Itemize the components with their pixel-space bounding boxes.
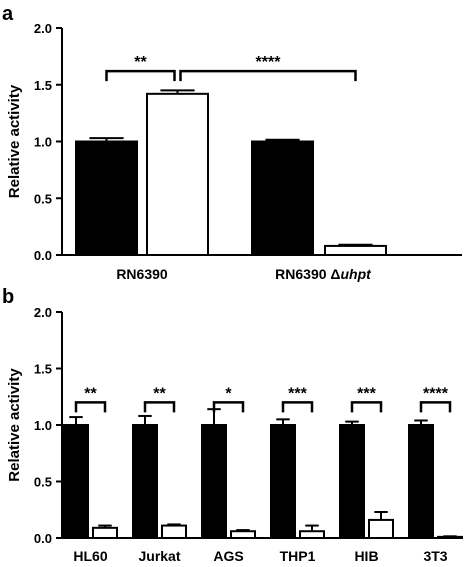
significance-bracket [419, 401, 452, 413]
bar-white [324, 244, 387, 256]
y-tick-label: 1.5 [34, 362, 52, 377]
y-axis-title: Relative activity [6, 368, 23, 482]
bar-black [270, 424, 296, 539]
significance-label: **** [256, 54, 282, 71]
bar-white [146, 92, 209, 256]
significance-label: **** [423, 385, 449, 402]
significance-label: ** [84, 385, 97, 402]
significance-bracket [105, 69, 176, 82]
y-tick-label: 1.0 [34, 135, 52, 150]
bar-white [230, 530, 256, 539]
y-tick-label: 0.0 [34, 531, 52, 546]
bar-white [299, 530, 325, 539]
bar-black [75, 140, 138, 256]
significance-label: ** [153, 385, 166, 402]
significance-label: *** [288, 385, 307, 402]
bar-black [132, 424, 158, 539]
y-axis-title: Relative activity [6, 84, 23, 198]
panel-b-letter: b [2, 286, 14, 308]
panel-a-letter: a [2, 3, 14, 25]
panel-b: b 0.0 0.5 1.0 1.5 2.0 Relative activity HL60 Ju… [2, 286, 463, 564]
x-category-label: RN6390 [116, 266, 168, 282]
y-tick-label: 2.0 [34, 21, 52, 36]
bar-black [339, 424, 365, 539]
significance-bracket [143, 401, 176, 413]
x-category-label: THP1 [280, 548, 316, 564]
significance-bracket [281, 401, 314, 413]
significance-label: * [225, 385, 232, 402]
bar-white [161, 524, 187, 540]
panel-a: a 0.0 0.5 1.0 1.5 2.0 Relative activity RN6390… [2, 3, 462, 282]
x-category-label: AGS [213, 548, 243, 564]
bar-white [368, 518, 394, 539]
x-category-label: HL60 [73, 548, 107, 564]
y-tick-label: 2.0 [34, 305, 52, 320]
significance-bracket [212, 401, 245, 413]
y-tick-label: 0.0 [34, 248, 52, 263]
x-category-label-main: RN6390 Δ [275, 266, 340, 282]
significance-bracket [350, 401, 383, 413]
bar-black [63, 424, 89, 539]
x-category-label: HIB [354, 548, 378, 564]
x-category-label-italic: uhpt [341, 266, 373, 282]
y-tick-label: 0.5 [34, 191, 52, 206]
y-tick-label: 1.5 [34, 78, 52, 93]
x-category-label: RN6390 Δuhpt [275, 266, 372, 282]
bar-black [408, 424, 434, 539]
significance-bracket [179, 69, 357, 82]
bar-black [201, 424, 227, 539]
significance-label: *** [357, 385, 376, 402]
x-category-label: 3T3 [423, 548, 447, 564]
significance-bracket [74, 401, 107, 413]
y-tick-label: 1.0 [34, 418, 52, 433]
bar-black [251, 140, 314, 256]
significance-label: ** [134, 54, 147, 71]
x-category-label: Jurkat [138, 548, 180, 564]
bar-white [92, 526, 118, 540]
y-tick-label: 0.5 [34, 475, 52, 490]
